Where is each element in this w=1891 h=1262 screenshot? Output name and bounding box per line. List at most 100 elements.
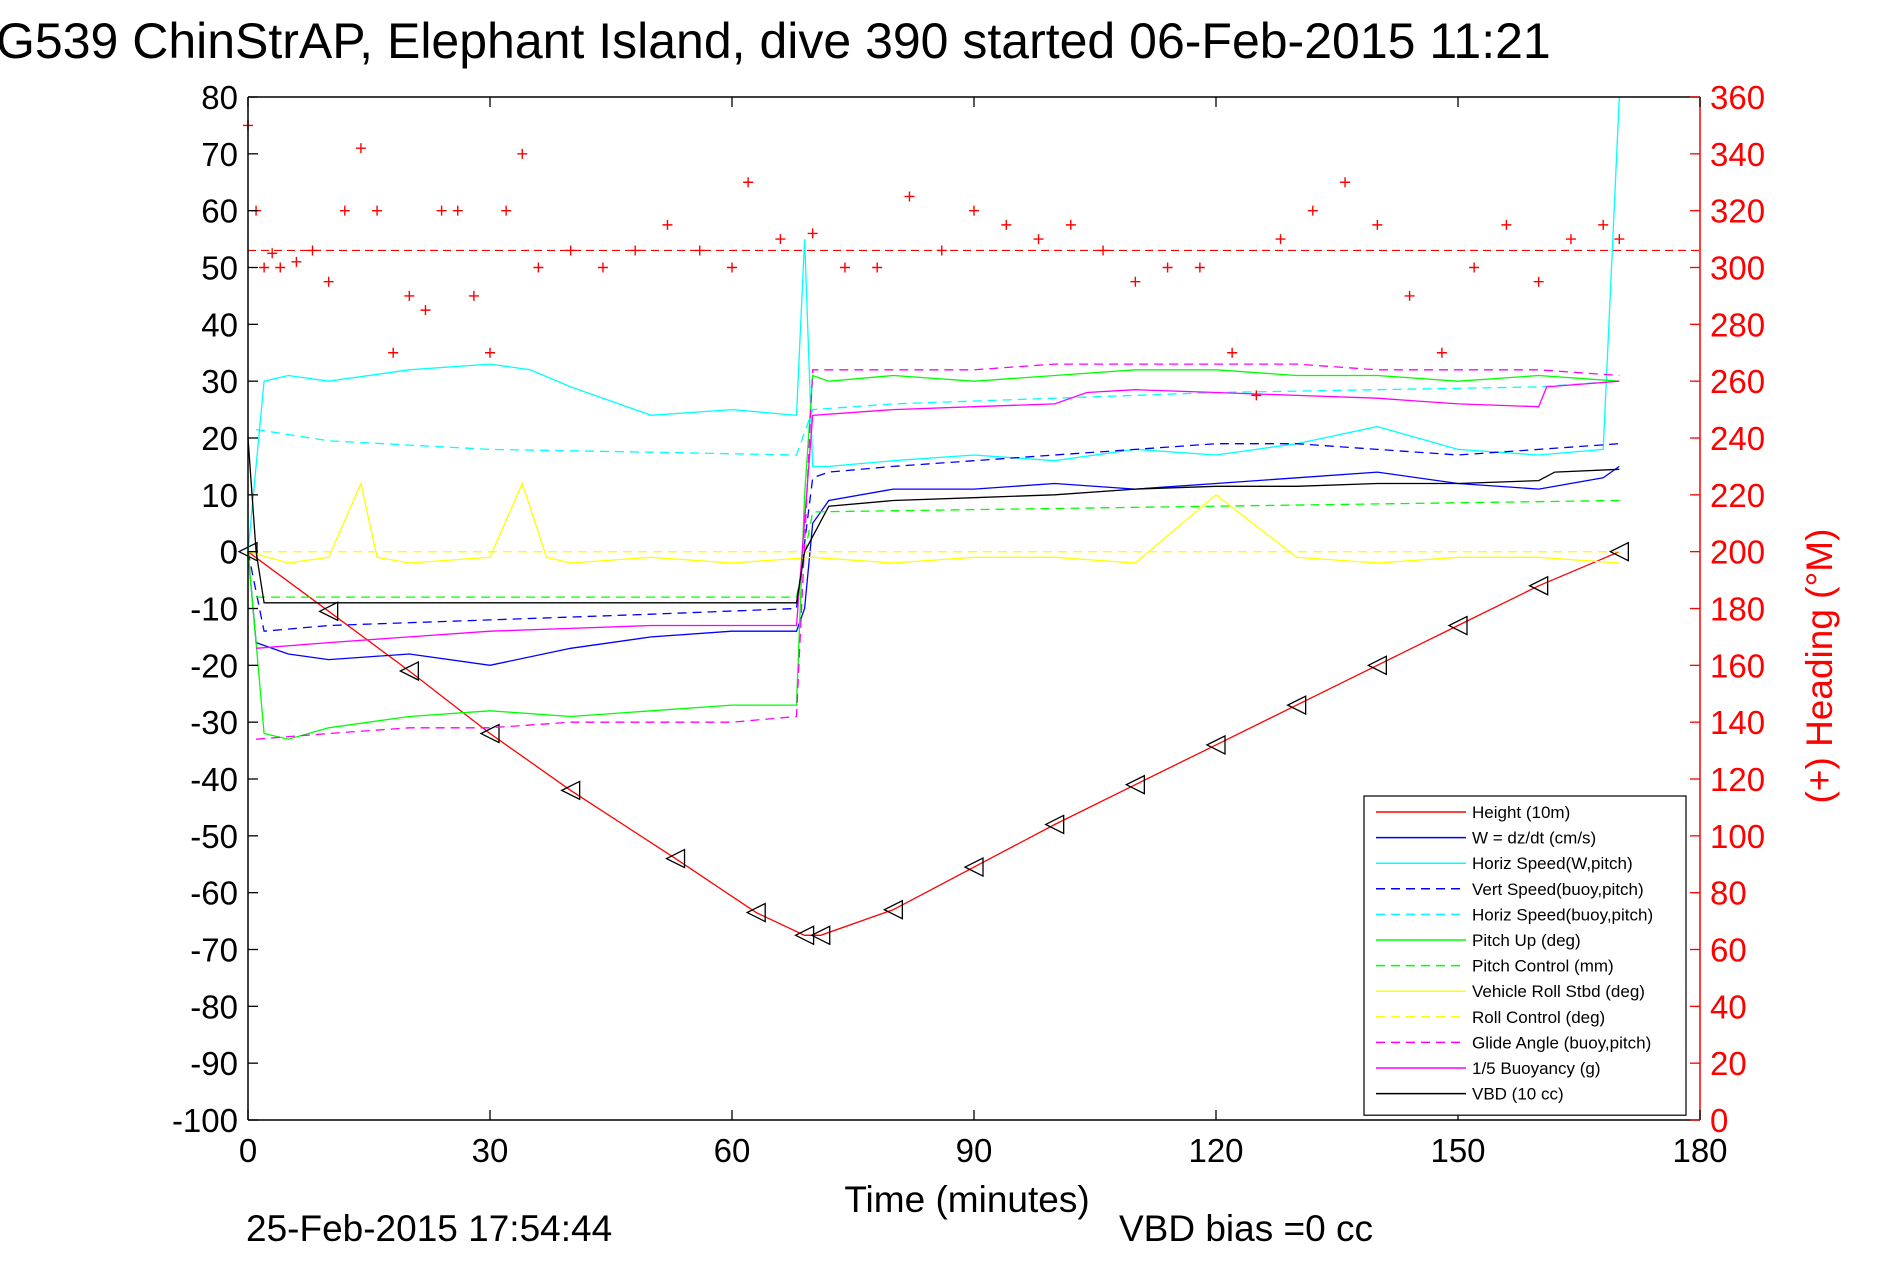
y-tick-label: 40 <box>201 306 238 343</box>
series-line <box>256 380 1620 649</box>
series-marker <box>1001 219 1012 230</box>
series-line <box>256 363 1620 740</box>
series-marker <box>560 780 581 801</box>
series-10 <box>256 380 1620 649</box>
series-marker <box>1533 276 1544 287</box>
series-marker <box>1130 276 1141 287</box>
x-tick-label: 180 <box>1672 1132 1727 1169</box>
legend: Height (10m) W = dz/dt (cm/s) Horiz Speed(… <box>1363 795 1687 1116</box>
series-line <box>247 551 1620 936</box>
series-marker <box>355 143 366 154</box>
x-tick-label: 90 <box>956 1132 993 1169</box>
y-right-tick-label: 240 <box>1710 420 1765 457</box>
series-marker <box>398 660 419 682</box>
legend-label: W = dz/dt (cm/s) <box>1472 829 1596 848</box>
series-11 <box>247 437 1620 604</box>
series-marker <box>1227 347 1238 358</box>
y-tick-label: 80 <box>201 79 238 116</box>
series-marker <box>810 925 831 946</box>
series-marker <box>1436 347 1447 358</box>
y-right-tick-label: 40 <box>1710 988 1747 1025</box>
y-tick-label: -60 <box>190 875 238 912</box>
series-marker <box>339 205 350 216</box>
series-marker <box>872 262 883 273</box>
x-tick-label: 0 <box>239 1132 257 1169</box>
series-marker <box>436 205 447 216</box>
series-marker <box>882 899 903 920</box>
legend-label: Roll Control (deg) <box>1472 1008 1605 1027</box>
series-marker <box>1307 205 1318 216</box>
series-marker <box>1033 234 1044 245</box>
series-5 <box>247 369 1620 740</box>
series-7 <box>247 481 1620 564</box>
y-tick-label: 70 <box>201 136 238 173</box>
series-marker <box>420 305 431 316</box>
x-tick-label: 150 <box>1430 1132 1485 1169</box>
series-marker <box>517 148 528 159</box>
series-marker <box>1404 290 1415 301</box>
series-marker <box>1286 695 1307 716</box>
series-marker <box>1162 262 1173 273</box>
series-marker <box>839 262 850 273</box>
y-tick-label: 10 <box>201 477 238 514</box>
series-marker <box>694 245 705 256</box>
series-9 <box>256 363 1620 740</box>
footer-vbd-bias: VBD bias =0 cc <box>1119 1208 1373 1249</box>
y-right-tick-label: 340 <box>1710 136 1765 173</box>
series-line <box>247 96 1620 552</box>
series-marker <box>485 347 495 358</box>
legend-label: VBD (10 cc) <box>1472 1085 1564 1104</box>
series-marker <box>1608 541 1629 562</box>
y-right-tick-label: 320 <box>1710 193 1765 230</box>
y-tick-label: -100 <box>172 1102 238 1139</box>
series-marker <box>807 228 818 239</box>
series-marker <box>1366 655 1387 676</box>
series-marker <box>665 848 686 869</box>
legend-label: Pitch Up (deg) <box>1472 931 1581 950</box>
series-marker <box>727 262 737 273</box>
series-marker <box>533 262 544 273</box>
series-marker <box>372 205 383 216</box>
legend-label: Glide Angle (buoy,pitch) <box>1472 1033 1651 1052</box>
y-right-tick-label: 60 <box>1710 932 1747 969</box>
legend-label: Pitch Control (mm) <box>1472 957 1614 976</box>
y-tick-label: -50 <box>190 818 238 855</box>
series-marker <box>1194 262 1205 273</box>
series-marker <box>318 601 339 622</box>
y-tick-label: -30 <box>190 704 238 741</box>
y-right-tick-label: 180 <box>1710 591 1765 628</box>
series-line <box>247 437 1620 604</box>
y-tick-label: -80 <box>190 988 238 1025</box>
series-marker <box>1598 219 1609 230</box>
series-marker <box>936 245 947 256</box>
footer-date: 25-Feb-2015 17:54:44 <box>246 1208 612 1249</box>
series-marker <box>1124 774 1145 795</box>
x-axis-label: Time (minutes) <box>844 1179 1089 1220</box>
series-marker <box>1044 814 1065 835</box>
y-right-tick-label: 0 <box>1710 1102 1728 1139</box>
y-tick-label: 20 <box>201 420 238 457</box>
y-tick-label: -90 <box>190 1045 238 1082</box>
axes <box>247 96 1701 1121</box>
y-tick-label: 60 <box>201 193 238 230</box>
series-marker <box>323 276 334 287</box>
series-marker <box>794 925 815 946</box>
series-marker <box>963 857 984 878</box>
y-right-tick-label: 100 <box>1710 818 1765 855</box>
series-line <box>247 369 1620 740</box>
y-right-tick-label: 300 <box>1710 250 1765 287</box>
y-axis-right-label: (+) Heading (°M) <box>1799 529 1840 804</box>
y-tick-label: 0 <box>220 534 238 571</box>
series-line <box>247 443 1620 632</box>
y-right-tick-label: 80 <box>1710 875 1747 912</box>
series-marker <box>1501 219 1512 230</box>
series-marker <box>775 234 786 245</box>
legend-label: Horiz Speed(buoy,pitch) <box>1472 905 1653 924</box>
series-marker <box>969 205 979 216</box>
x-tick-label: 30 <box>472 1132 509 1169</box>
y-right-tick-label: 280 <box>1710 306 1765 343</box>
series-marker <box>1372 219 1383 230</box>
series-marker <box>275 262 286 273</box>
series-6 <box>256 499 1620 598</box>
series-marker <box>1565 234 1576 245</box>
